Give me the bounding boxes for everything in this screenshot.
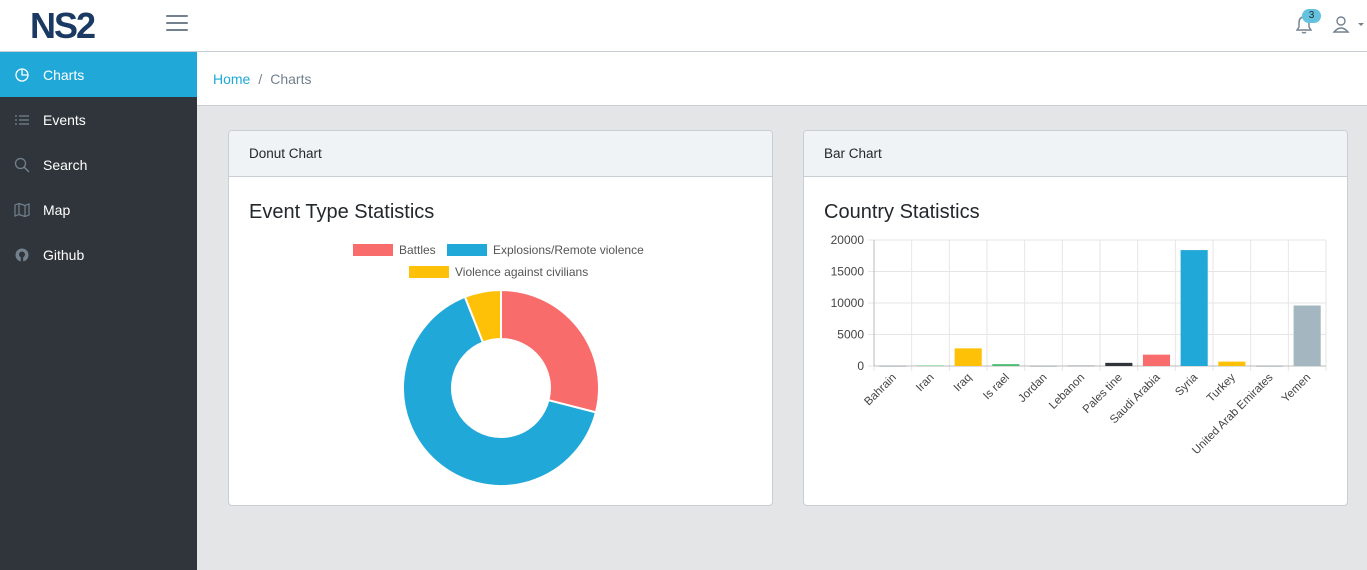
- y-tick-label: 20000: [831, 233, 865, 247]
- donut-slice-explosions-remote-violence[interactable]: [402, 295, 598, 487]
- card-header: Bar Chart: [804, 131, 1347, 177]
- legend-swatch: [447, 244, 487, 256]
- breadcrumb-current: Charts: [270, 70, 312, 87]
- legend-swatch: [409, 266, 449, 278]
- bar-syria[interactable]: [1180, 250, 1208, 366]
- donut-slice-violence-against-civilians[interactable]: [463, 288, 502, 344]
- legend-item-battles[interactable]: Battles: [353, 243, 436, 257]
- x-tick-label: Iran: [914, 372, 937, 395]
- x-tick-label: Turkey: [1205, 371, 1238, 404]
- sidebar-toggle-button[interactable]: [166, 15, 188, 35]
- card-title: Country Statistics: [824, 201, 980, 223]
- sidebar-item-charts[interactable]: Charts: [0, 52, 197, 97]
- x-tick-label: Yemen: [1280, 372, 1314, 406]
- bar-bahrain[interactable]: [879, 365, 907, 367]
- bar-united-arab-emirates[interactable]: [1255, 365, 1284, 367]
- y-tick-label: 5000: [837, 328, 864, 342]
- legend-label: Violence against civilians: [455, 265, 589, 279]
- notification-badge: 3: [1302, 9, 1321, 23]
- map-icon: [14, 202, 30, 218]
- github-icon: [14, 247, 30, 263]
- card-header: Donut Chart: [229, 131, 772, 177]
- logo-text: NS2: [30, 6, 95, 44]
- bar-chart-card: Bar Chart Country Statistics 0 5000 10000 1…: [803, 130, 1348, 506]
- legend-swatch: [353, 244, 393, 256]
- sidebar-item-label: Github: [43, 246, 85, 263]
- x-tick-label: Jordan: [1016, 372, 1049, 405]
- bar-israel[interactable]: [992, 364, 1020, 366]
- user-menu-icon[interactable]: [1332, 14, 1366, 36]
- legend-label: Battles: [399, 243, 436, 257]
- y-tick-label: 0: [857, 359, 864, 373]
- card-title: Event Type Statistics: [249, 201, 435, 223]
- bar-turkey[interactable]: [1218, 361, 1246, 366]
- sidebar-item-github[interactable]: Github: [0, 232, 197, 277]
- sidebar-item-events[interactable]: Events: [0, 97, 197, 142]
- ns2-logo[interactable]: NS2: [30, 6, 120, 44]
- y-tick-label: 15000: [831, 265, 865, 279]
- donut-slice-battles[interactable]: [500, 288, 600, 414]
- bar-palestine[interactable]: [1105, 362, 1133, 366]
- legend-item-explosions[interactable]: Explosions/Remote violence: [447, 243, 644, 257]
- breadcrumb: Home / Charts: [197, 52, 1367, 106]
- bar-saudi-arabia[interactable]: [1142, 354, 1171, 366]
- sidebar-item-label: Map: [43, 201, 71, 218]
- sidebar-item-label: Events: [43, 111, 86, 128]
- sidebar: Charts Events Search Map Github: [0, 52, 197, 570]
- legend-item-civilians[interactable]: Violence against civilians: [409, 265, 588, 279]
- sidebar-item-search[interactable]: Search: [0, 142, 197, 187]
- x-tick-label: Is rael: [981, 372, 1012, 403]
- bar-chart: 0 5000 10000 15000 20000 Bahrain Iran Iraq Is ra…: [831, 233, 1327, 457]
- x-tick-label: Bahrain: [862, 372, 899, 409]
- bar-jordan[interactable]: [1029, 365, 1058, 367]
- donut-chart-card: Donut Chart Event Type Statistics Battle…: [228, 130, 773, 506]
- donut-chart: [402, 288, 600, 487]
- legend-label: Explosions/Remote violence: [493, 243, 644, 257]
- bar-iraq[interactable]: [954, 348, 982, 366]
- breadcrumb-separator: /: [258, 70, 263, 87]
- breadcrumb-home-link[interactable]: Home: [213, 70, 251, 87]
- search-icon: [14, 157, 30, 173]
- sidebar-item-label: Search: [43, 156, 88, 173]
- x-tick-label: Syria: [1173, 371, 1200, 398]
- y-tick-label: 10000: [831, 296, 865, 310]
- list-icon: [14, 112, 30, 128]
- sidebar-item-label: Charts: [43, 66, 85, 83]
- app-header: NS2 3: [0, 0, 1367, 52]
- chart-pie-icon: [14, 67, 30, 83]
- bar-iran[interactable]: [916, 365, 945, 366]
- x-tick-label: Iraq: [952, 372, 975, 395]
- bar-yemen[interactable]: [1293, 305, 1321, 366]
- bar-lebanon[interactable]: [1067, 365, 1095, 367]
- sidebar-item-map[interactable]: Map: [0, 187, 197, 232]
